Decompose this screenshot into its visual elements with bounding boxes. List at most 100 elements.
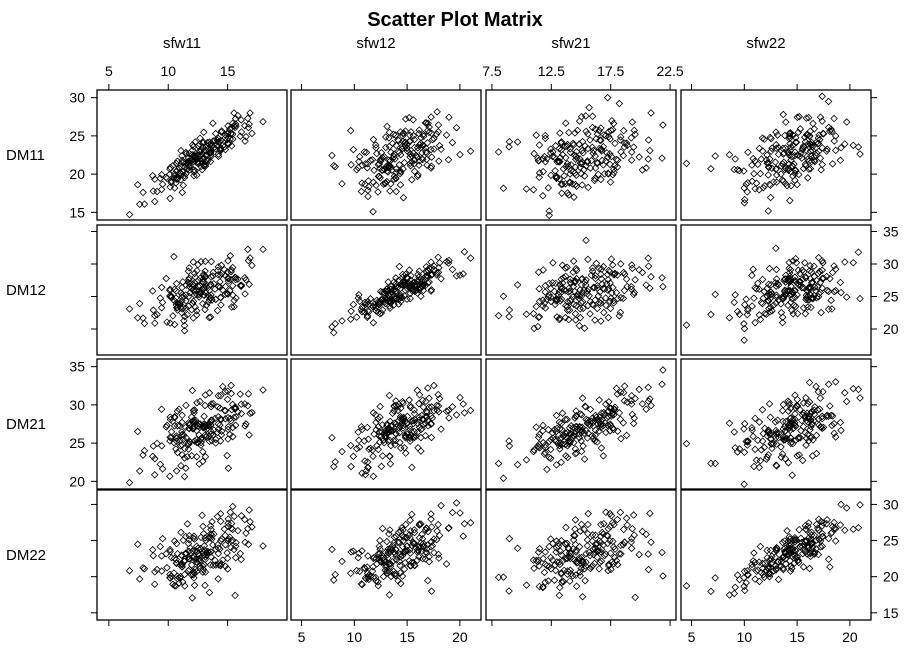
top-tick-label: 22.5 bbox=[656, 63, 683, 79]
data-point bbox=[559, 273, 568, 282]
data-point bbox=[384, 423, 393, 432]
data-point bbox=[731, 291, 739, 299]
data-point bbox=[442, 560, 451, 568]
data-point bbox=[329, 161, 338, 170]
data-point bbox=[841, 140, 849, 148]
data-point bbox=[814, 526, 823, 534]
data-point bbox=[707, 164, 715, 173]
data-point bbox=[364, 300, 373, 309]
data-point bbox=[223, 554, 232, 562]
data-point bbox=[206, 430, 215, 439]
data-point bbox=[385, 128, 394, 137]
data-point bbox=[445, 414, 453, 422]
data-point bbox=[594, 170, 603, 179]
data-point bbox=[207, 281, 215, 289]
data-point bbox=[371, 141, 380, 149]
data-point bbox=[758, 275, 767, 284]
data-point bbox=[445, 524, 453, 532]
data-point bbox=[505, 442, 514, 450]
data-point bbox=[381, 143, 390, 152]
data-point bbox=[812, 276, 821, 285]
bottom-tick-label: 5 bbox=[298, 629, 306, 645]
bottom-tick-label: 5 bbox=[688, 629, 696, 645]
data-point bbox=[817, 166, 825, 174]
data-point bbox=[378, 421, 387, 429]
data-point bbox=[547, 297, 555, 306]
data-point bbox=[611, 139, 619, 148]
data-point bbox=[386, 187, 394, 195]
data-point bbox=[363, 312, 372, 320]
data-point bbox=[594, 416, 603, 425]
data-point bbox=[758, 559, 767, 568]
data-point bbox=[329, 576, 338, 584]
data-point bbox=[227, 537, 235, 545]
data-point bbox=[442, 257, 451, 266]
data-point bbox=[769, 301, 778, 309]
data-point bbox=[769, 178, 778, 186]
data-point bbox=[812, 545, 820, 553]
data-point bbox=[178, 560, 187, 568]
data-point bbox=[810, 262, 818, 270]
data-point bbox=[591, 152, 599, 160]
data-point bbox=[535, 284, 543, 293]
data-point bbox=[189, 571, 198, 579]
data-point bbox=[631, 593, 639, 602]
data-point bbox=[207, 416, 215, 425]
data-point bbox=[553, 157, 561, 166]
data-point bbox=[819, 259, 827, 267]
data-point bbox=[551, 566, 560, 575]
data-point bbox=[135, 575, 144, 583]
data-point bbox=[202, 280, 210, 288]
data-point bbox=[179, 430, 187, 439]
data-point bbox=[595, 396, 604, 404]
data-point bbox=[831, 286, 840, 295]
data-point bbox=[248, 408, 256, 417]
data-point bbox=[816, 543, 825, 551]
data-point bbox=[163, 421, 171, 430]
data-point bbox=[532, 131, 541, 139]
data-point bbox=[226, 125, 234, 133]
data-point bbox=[583, 158, 592, 166]
data-point bbox=[204, 291, 212, 299]
data-point bbox=[772, 265, 781, 274]
data-point bbox=[150, 197, 159, 206]
data-point bbox=[394, 402, 402, 411]
data-point bbox=[555, 591, 564, 600]
data-point bbox=[166, 286, 174, 295]
data-point bbox=[427, 523, 436, 531]
data-point bbox=[513, 281, 522, 289]
data-point bbox=[592, 259, 601, 268]
data-point bbox=[617, 293, 625, 302]
data-point bbox=[387, 441, 395, 450]
data-point bbox=[854, 524, 863, 532]
data-point bbox=[799, 283, 808, 292]
data-point bbox=[606, 279, 614, 287]
data-point bbox=[193, 154, 201, 162]
data-point bbox=[197, 257, 205, 266]
data-point bbox=[224, 128, 232, 137]
data-point bbox=[216, 437, 225, 445]
data-point bbox=[226, 252, 235, 260]
data-point bbox=[593, 158, 602, 167]
data-point bbox=[377, 462, 386, 471]
data-point bbox=[796, 543, 805, 551]
data-point bbox=[189, 258, 198, 266]
data-point bbox=[556, 583, 564, 592]
data-point bbox=[187, 305, 196, 314]
data-point bbox=[830, 518, 838, 527]
data-point bbox=[413, 153, 422, 162]
data-point bbox=[192, 452, 201, 461]
data-point bbox=[135, 200, 144, 209]
data-point bbox=[244, 256, 253, 265]
data-point bbox=[244, 114, 252, 123]
data-point bbox=[627, 391, 636, 400]
panel-frame bbox=[290, 358, 482, 490]
data-point bbox=[759, 183, 768, 192]
data-point bbox=[140, 446, 149, 455]
data-point bbox=[415, 534, 424, 542]
data-point bbox=[418, 148, 426, 157]
data-point bbox=[780, 537, 789, 545]
data-point bbox=[682, 159, 691, 168]
data-point bbox=[571, 531, 579, 540]
data-point bbox=[437, 501, 445, 510]
